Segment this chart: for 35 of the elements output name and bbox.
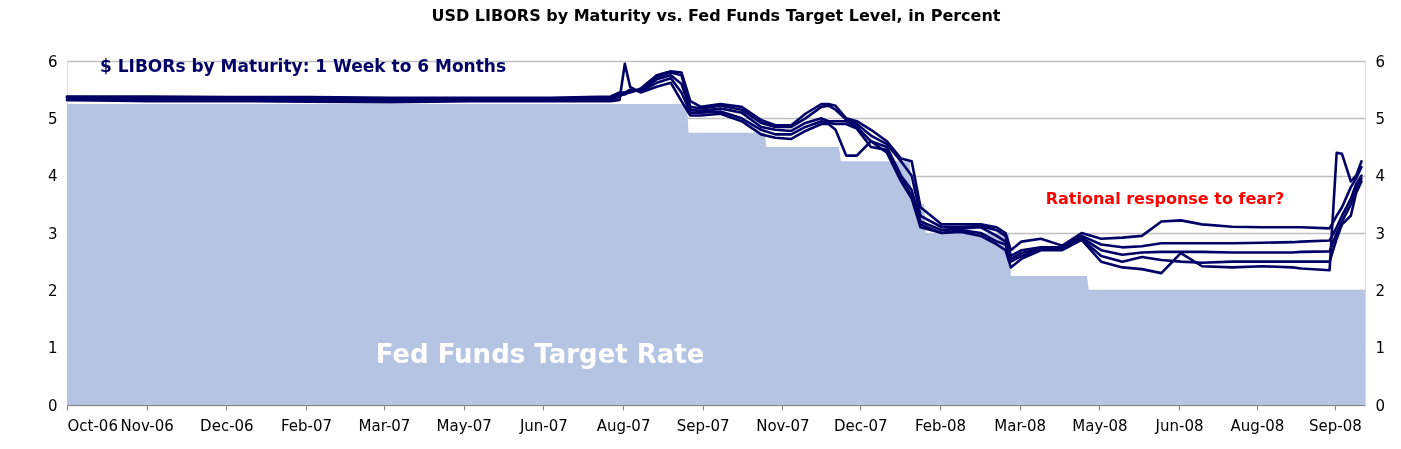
y-tick-label: 2: [47, 281, 58, 300]
y2-tick-label: 3: [1375, 224, 1386, 243]
y-tick-label: 6: [47, 52, 58, 71]
x-tick-label: Nov-06: [120, 416, 174, 435]
x-tick-label: Oct-06: [67, 416, 118, 435]
x-tick-label: Mar-07: [358, 416, 411, 435]
x-tick-label: Sep-08: [1309, 416, 1362, 435]
x-tick-label: Aug-08: [1230, 416, 1285, 435]
series-label: Fed Funds Target Rate: [375, 339, 705, 369]
y2-tick-label: 4: [1375, 167, 1386, 186]
x-tick-label: Jun-08: [1154, 416, 1204, 435]
x-tick-label: Nov-07: [756, 416, 810, 435]
y2-tick-label: 2: [1375, 281, 1386, 300]
x-tick-label: Aug-07: [596, 416, 651, 435]
y2-tick-label: 5: [1375, 109, 1386, 128]
chart-title: USD LIBORS by Maturity vs. Fed Funds Target Level, in Percent: [431, 6, 1001, 25]
x-tick-label: Mar-08: [994, 416, 1047, 435]
y-tick-label: 0: [47, 396, 58, 415]
y2-tick-label: 0: [1375, 396, 1386, 415]
y-tick-label: 4: [47, 167, 58, 186]
x-tick-label: May-08: [1072, 416, 1128, 435]
x-tick-label: Feb-07: [281, 416, 333, 435]
y2-tick-label: 1: [1375, 339, 1386, 358]
annotation: Rational response to fear?: [1045, 189, 1285, 208]
x-tick-label: Dec-06: [200, 416, 254, 435]
x-tick-label: Feb-08: [914, 416, 967, 435]
annotation: $ LIBORs by Maturity: 1 Week to 6 Months: [100, 56, 507, 76]
y-tick-label: 1: [47, 339, 58, 358]
x-tick-label: Dec-07: [834, 416, 888, 435]
x-tick-label: Jun-07: [518, 416, 568, 435]
y-tick-label: 5: [47, 109, 58, 128]
x-tick-label: Sep-07: [676, 416, 730, 435]
x-tick-label: May-07: [436, 416, 492, 435]
y-tick-label: 3: [47, 224, 58, 243]
y2-tick-label: 6: [1375, 52, 1386, 71]
